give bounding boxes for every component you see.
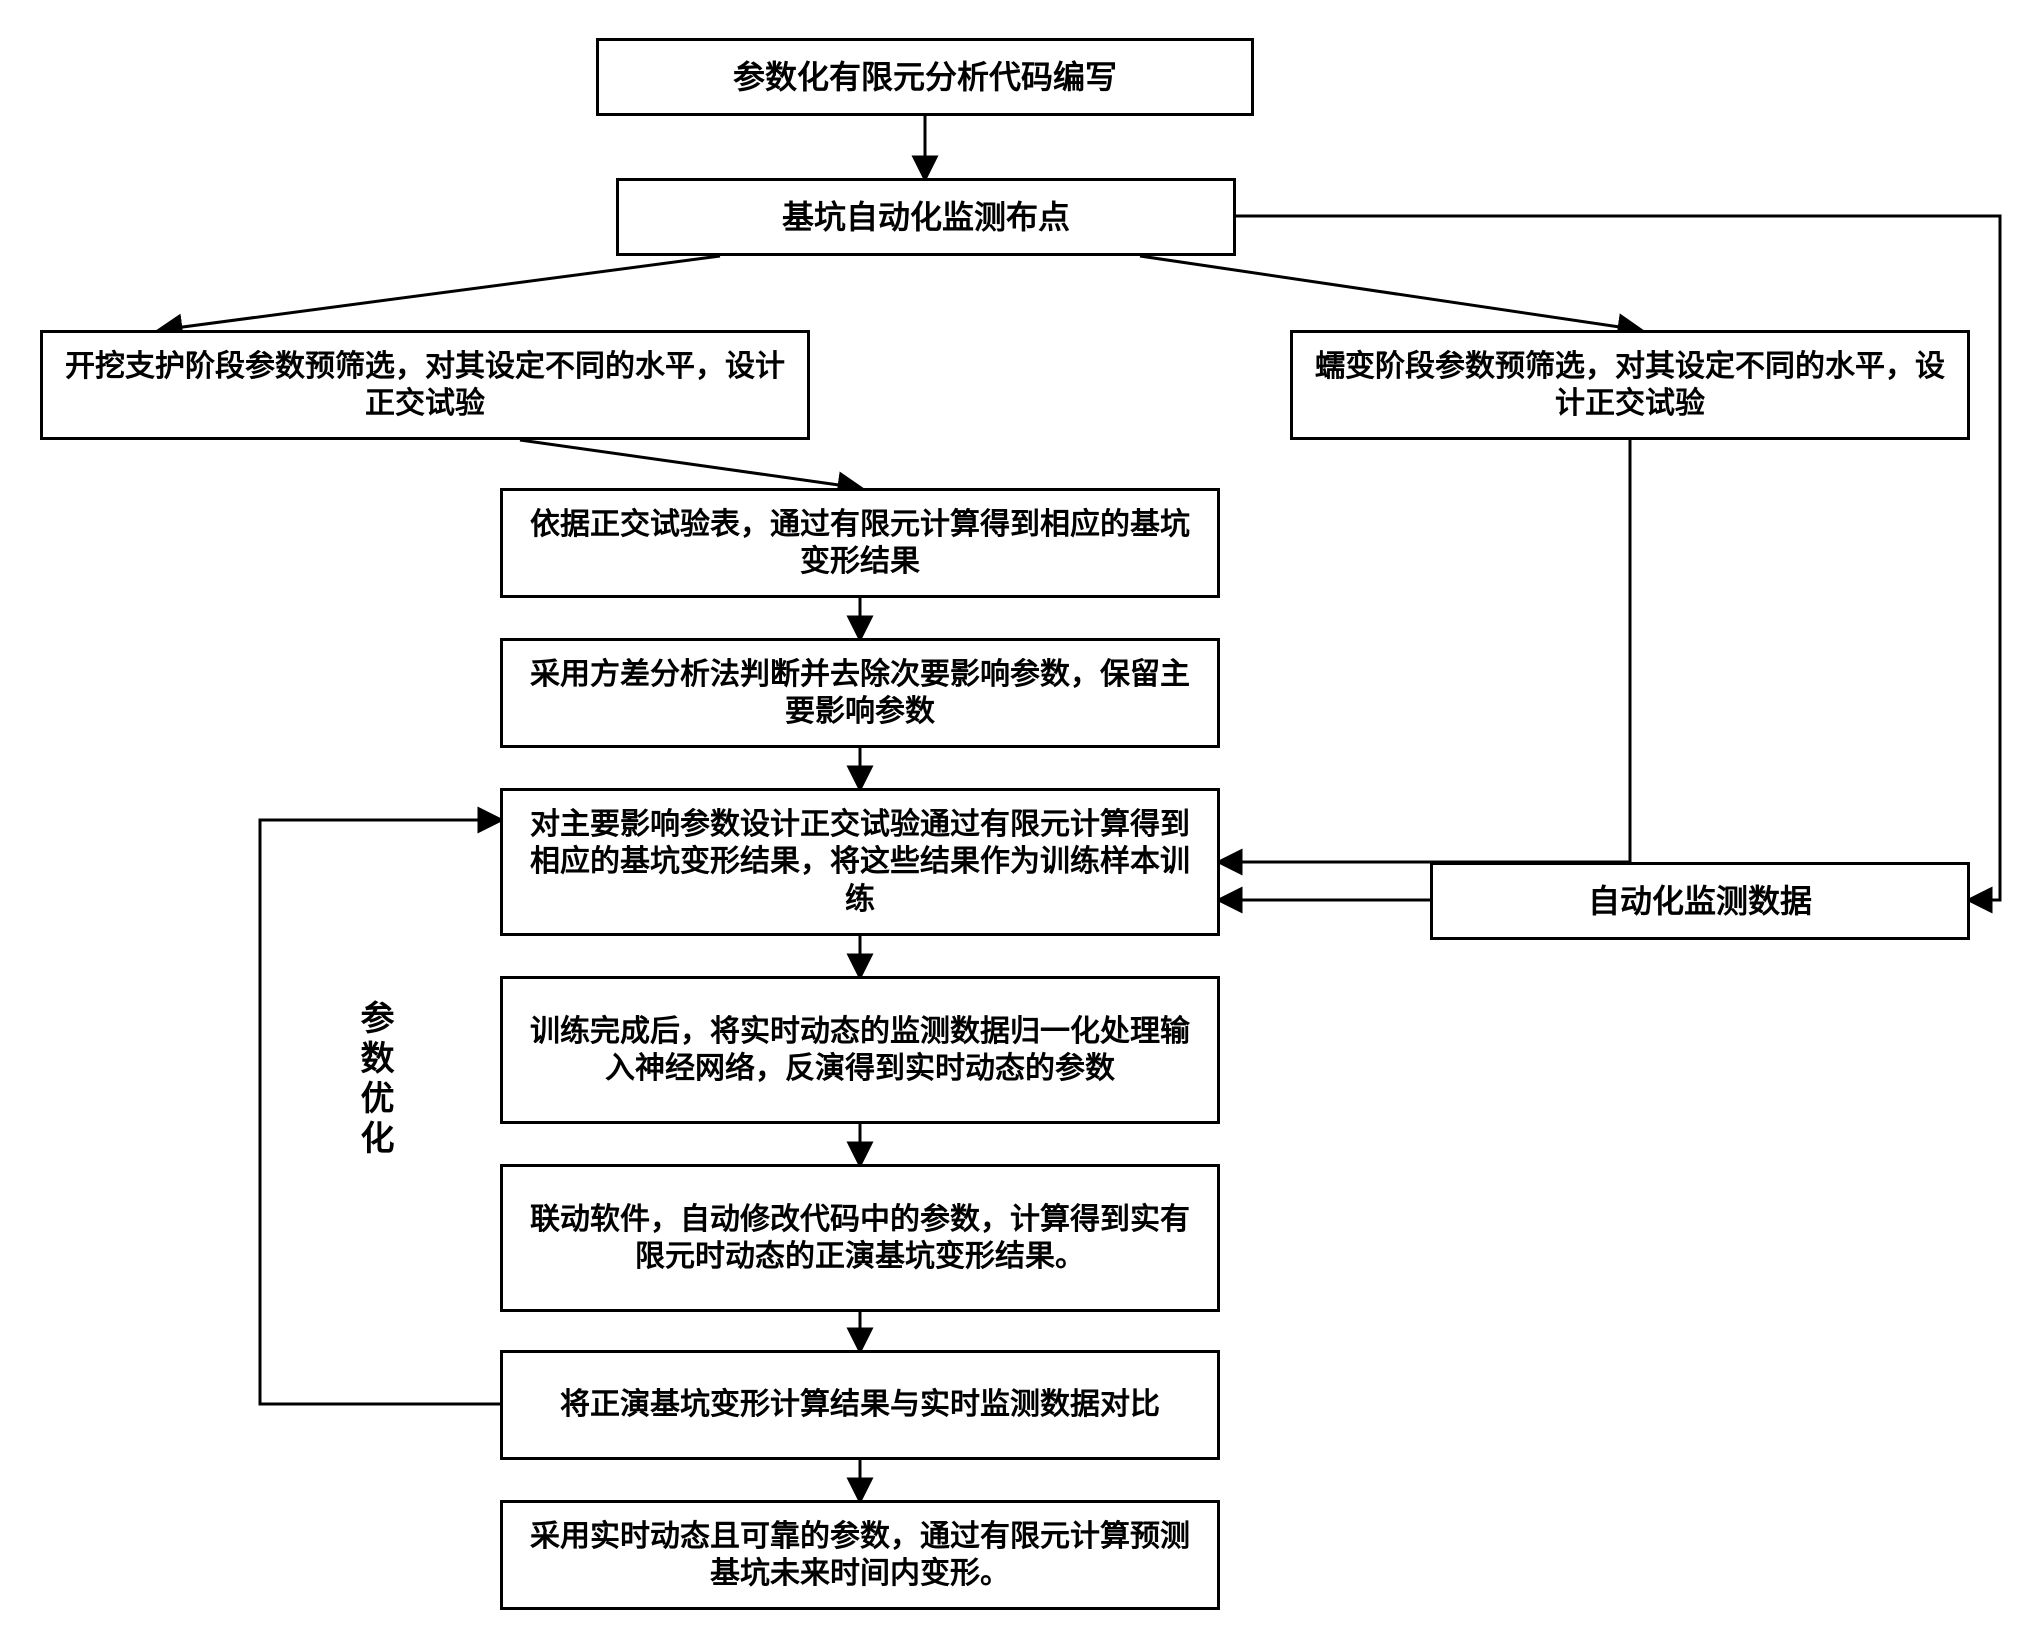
node-n5: 依据正交试验表，通过有限元计算得到相应的基坑变形结果: [500, 488, 1220, 598]
node-n6: 采用方差分析法判断并去除次要影响参数，保留主要影响参数: [500, 638, 1220, 748]
node-label: 参数化有限元分析代码编写: [733, 57, 1117, 97]
flowchart-canvas: 参数化有限元分析代码编写 基坑自动化监测布点 开挖支护阶段参数预筛选，对其设定不…: [0, 0, 2027, 1633]
node-label: 开挖支护阶段参数预筛选，对其设定不同的水平，设计正交试验: [61, 348, 789, 423]
node-n8: 自动化监测数据: [1430, 862, 1970, 940]
node-label: 采用方差分析法判断并去除次要影响参数，保留主要影响参数: [521, 656, 1199, 731]
node-n4: 蠕变阶段参数预筛选，对其设定不同的水平，设计正交试验: [1290, 330, 1970, 440]
node-label: 依据正交试验表，通过有限元计算得到相应的基坑变形结果: [521, 506, 1199, 581]
node-label: 蠕变阶段参数预筛选，对其设定不同的水平，设计正交试验: [1311, 348, 1949, 423]
node-n12: 采用实时动态且可靠的参数，通过有限元计算预测基坑未来时间内变形。: [500, 1500, 1220, 1610]
node-n9: 训练完成后，将实时动态的监测数据归一化处理输入神经网络，反演得到实时动态的参数: [500, 976, 1220, 1124]
node-label: 将正演基坑变形计算结果与实时监测数据对比: [560, 1386, 1160, 1424]
side-label-param-opt: 参数优化: [350, 1000, 399, 1160]
node-label: 采用实时动态且可靠的参数，通过有限元计算预测基坑未来时间内变形。: [521, 1518, 1199, 1593]
node-label: 联动软件，自动修改代码中的参数，计算得到实有限元时动态的正演基坑变形结果。: [521, 1201, 1199, 1276]
node-n1: 参数化有限元分析代码编写: [596, 38, 1254, 116]
node-n11: 将正演基坑变形计算结果与实时监测数据对比: [500, 1350, 1220, 1460]
node-n2: 基坑自动化监测布点: [616, 178, 1236, 256]
node-label: 基坑自动化监测布点: [782, 197, 1070, 237]
node-label: 训练完成后，将实时动态的监测数据归一化处理输入神经网络，反演得到实时动态的参数: [521, 1013, 1199, 1088]
node-label: 对主要影响参数设计正交试验通过有限元计算得到相应的基坑变形结果，将这些结果作为训…: [521, 806, 1199, 919]
node-n3: 开挖支护阶段参数预筛选，对其设定不同的水平，设计正交试验: [40, 330, 810, 440]
node-label: 自动化监测数据: [1588, 881, 1812, 921]
node-n7: 对主要影响参数设计正交试验通过有限元计算得到相应的基坑变形结果，将这些结果作为训…: [500, 788, 1220, 936]
node-n10: 联动软件，自动修改代码中的参数，计算得到实有限元时动态的正演基坑变形结果。: [500, 1164, 1220, 1312]
